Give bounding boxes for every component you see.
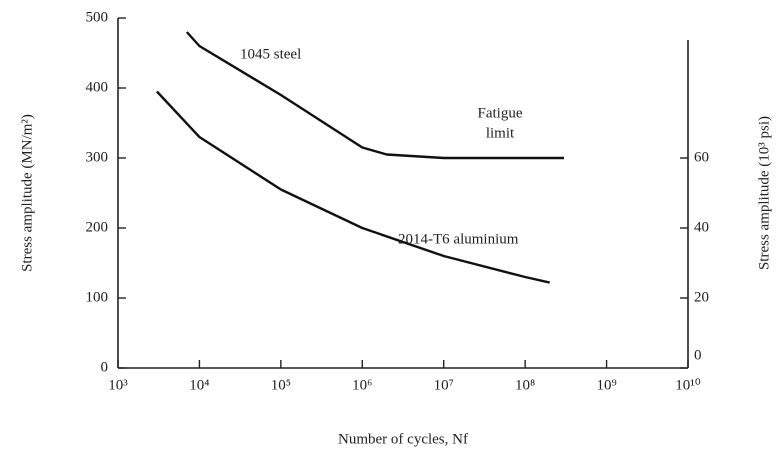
y2-tick-label: 60	[694, 149, 709, 165]
x-tick-label: 10⁵	[271, 377, 291, 393]
x-tick-label: 10⁶	[352, 377, 372, 393]
x-tick-label: 10⁷	[434, 377, 454, 393]
y-axis-label: Stress amplitude (MN/m²)	[19, 114, 35, 272]
y-tick-label: 200	[86, 219, 109, 235]
y2-tick-label: 40	[694, 219, 709, 235]
y2-tick-label: 20	[694, 289, 709, 305]
y-tick-label: 500	[86, 9, 109, 25]
x-tick-label: 10¹⁰	[675, 377, 701, 393]
x-tick-label: 10⁹	[596, 377, 616, 393]
x-axis-label: Number of cycles, Nf	[338, 431, 468, 447]
series-label: 1045 steel	[240, 46, 301, 62]
y-tick-label: 100	[86, 289, 109, 305]
y2-axis-label: Stress amplitude (10³ psi)	[756, 116, 772, 270]
y-tick-label: 400	[86, 79, 109, 95]
x-tick-label: 10³	[108, 377, 128, 393]
annotation: limit	[486, 125, 515, 141]
y-tick-label: 300	[86, 149, 109, 165]
x-tick-label: 10⁸	[515, 377, 535, 393]
annotation: Fatigue	[478, 105, 523, 121]
data-line	[156, 90, 550, 284]
series-label: 2014-T6 aluminium	[398, 231, 519, 247]
data-line	[185, 31, 564, 160]
y2-tick-label: 0	[694, 347, 702, 363]
y-tick-label: 0	[101, 359, 109, 375]
x-tick-label: 10⁴	[189, 377, 209, 393]
